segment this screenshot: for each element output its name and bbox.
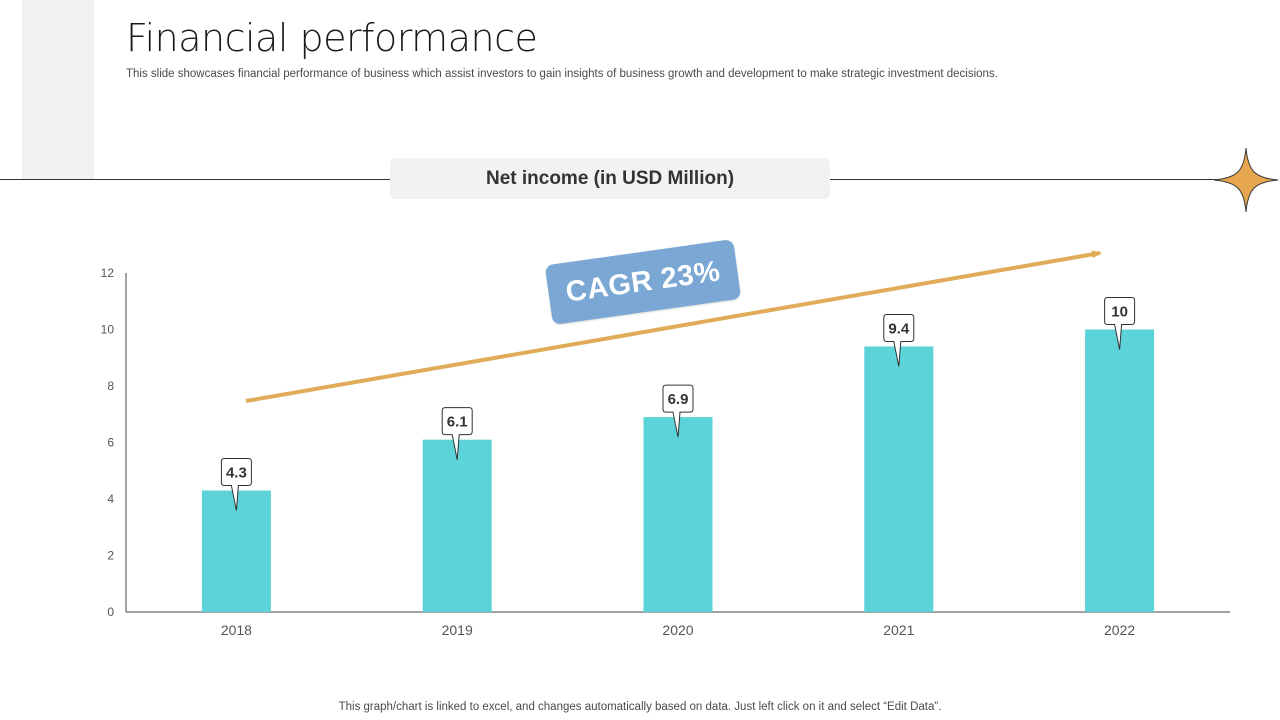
y-tick-label: 12	[101, 266, 115, 280]
data-label: 4.3	[226, 465, 247, 482]
y-tick-label: 10	[101, 323, 115, 337]
star-icon	[1213, 147, 1279, 213]
page-subtitle: This slide showcases financial performan…	[126, 68, 998, 80]
bar-2022	[1085, 329, 1155, 612]
cagr-trend-arrow	[245, 250, 1102, 403]
x-tick-label: 2018	[221, 622, 252, 638]
bar-2018	[201, 490, 271, 612]
y-tick-label: 4	[107, 492, 114, 506]
y-tick-label: 8	[107, 379, 114, 393]
data-label-callout	[1104, 297, 1136, 350]
data-label-callout	[883, 313, 915, 367]
x-tick-label: 2021	[883, 622, 914, 638]
data-label-callout	[441, 407, 473, 460]
data-label: 10	[1111, 304, 1128, 321]
y-tick-label: 6	[107, 436, 114, 450]
data-label: 9.4	[888, 320, 910, 337]
bar-2019	[422, 439, 492, 612]
header-divider-right	[830, 179, 1218, 180]
left-accent-block	[22, 0, 94, 179]
x-tick-label: 2019	[442, 622, 473, 638]
data-label: 6.9	[668, 391, 689, 408]
y-tick-label: 2	[107, 549, 114, 563]
data-label-callout	[220, 458, 252, 511]
footnote: This graph/chart is linked to excel, and…	[338, 701, 942, 713]
header-divider-left	[0, 179, 390, 180]
page-title: Financial performance	[126, 16, 538, 60]
y-tick-label: 0	[107, 605, 114, 619]
data-label-callout	[662, 384, 694, 438]
x-tick-label: 2020	[662, 622, 693, 638]
data-label: 6.1	[447, 414, 468, 431]
bar-2020	[643, 417, 713, 612]
x-tick-label: 2022	[1104, 622, 1135, 638]
bar-2021	[864, 346, 934, 612]
chart-title: Net income (in USD Million)	[390, 158, 830, 199]
